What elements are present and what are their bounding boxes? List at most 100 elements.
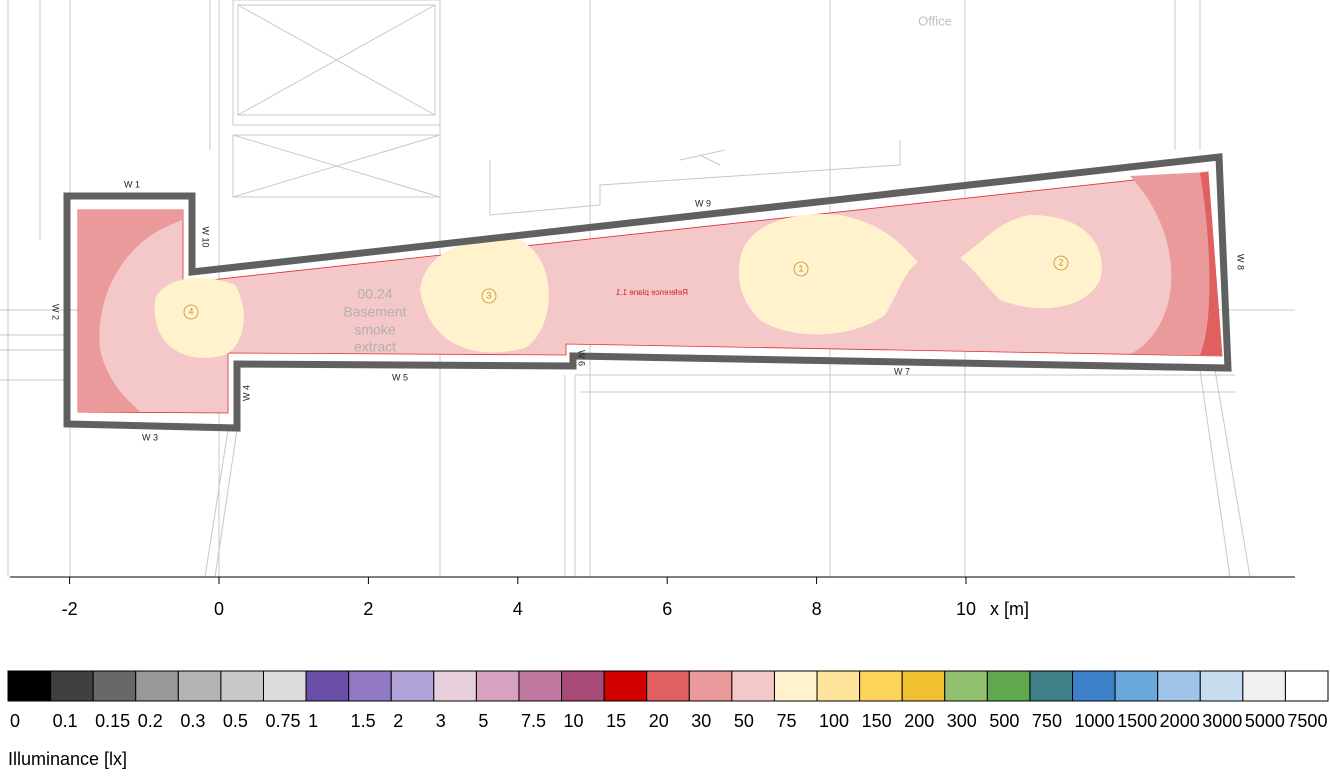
luminaire-symbols: [183, 255, 1069, 320]
legend-label: 7.5: [521, 711, 546, 731]
wall-outline: [63, 153, 1232, 432]
legend-label: 0.2: [138, 711, 163, 731]
wall-label: W 9: [695, 198, 711, 208]
legend-swatch: [1242, 670, 1286, 702]
legend-swatch: [433, 670, 477, 702]
legend-label: 3000: [1202, 711, 1242, 731]
wall-label: W 10: [201, 226, 211, 247]
legend-label: 0.1: [53, 711, 78, 731]
legend-swatch: [561, 670, 605, 702]
legend-swatch: [901, 670, 946, 702]
legend-swatch: [348, 670, 392, 702]
legend-swatch: [390, 670, 435, 702]
legend-swatch: [1114, 670, 1159, 702]
legend-label: 500: [989, 711, 1019, 731]
legend-label: 7500: [1287, 711, 1327, 731]
x-tick-label: 4: [513, 599, 523, 619]
legend-swatch: [1284, 670, 1329, 702]
x-axis-label: x [m]: [990, 599, 1029, 619]
wall-label: W 1: [124, 179, 140, 189]
legend-label: 3: [436, 711, 446, 731]
reference-plane: [77, 171, 1223, 414]
legend-label: 150: [862, 711, 892, 731]
legend-label: 2000: [1160, 711, 1200, 731]
isoline-zone: [1130, 172, 1222, 356]
x-tick-label: -2: [62, 599, 78, 619]
legend-label: 1500: [1117, 711, 1157, 731]
legend-swatch: [859, 670, 903, 702]
x-tick-label: 0: [214, 599, 224, 619]
legend-label: 1000: [1075, 711, 1115, 731]
room-name: Basement: [343, 304, 406, 320]
legend-label: 5000: [1245, 711, 1285, 731]
legend-label: 2: [393, 711, 403, 731]
legend-swatch: [92, 670, 137, 702]
isoline-zone: [739, 214, 918, 335]
legend-label: 30: [691, 711, 711, 731]
wall-label: W 7: [894, 366, 910, 376]
legend-label: 0.5: [223, 711, 248, 731]
legend-label: 20: [649, 711, 669, 731]
room-number: 00.24: [357, 286, 392, 302]
legend-label: 10: [564, 711, 584, 731]
legend-swatch: [773, 670, 818, 702]
legend-swatch: [50, 670, 94, 702]
legend-swatch: [1199, 670, 1244, 702]
legend-label: 100: [819, 711, 849, 731]
legend-label: 50: [734, 711, 754, 731]
legend-swatch: [1072, 670, 1116, 702]
legend-swatch: [220, 670, 264, 702]
legend-label: 75: [776, 711, 796, 731]
legend-label: 0.3: [180, 711, 205, 731]
legend-label: 750: [1032, 711, 1062, 731]
legend-label: 1.5: [351, 711, 376, 731]
room-name: smoke: [354, 322, 395, 338]
luminaire-label: 1: [798, 263, 803, 273]
wall-label: W 4: [241, 385, 251, 401]
legend-label: 15: [606, 711, 626, 731]
legend-label: 300: [947, 711, 977, 731]
wall-label: W 8: [1236, 254, 1246, 270]
legend-label: 0.75: [265, 711, 300, 731]
legend-swatch: [7, 670, 52, 702]
isoline-zone: [78, 210, 183, 412]
wall-label: W 6: [577, 350, 587, 366]
legend-swatch: [986, 670, 1031, 702]
isoline-zone: [960, 215, 1102, 309]
legend-swatch: [944, 670, 988, 702]
legend-swatch: [177, 670, 222, 702]
luminaire-label: 3: [486, 290, 491, 300]
legend-swatch: [518, 670, 563, 702]
legend-swatch: [816, 670, 861, 702]
legend-swatch: [688, 670, 733, 702]
isoline-zone: [420, 239, 549, 353]
x-tick-label: 2: [363, 599, 373, 619]
x-tick-label: 8: [812, 599, 822, 619]
legend-swatch: [1029, 670, 1074, 702]
legend-title: Illuminance [lx]: [8, 749, 127, 769]
reference-plane-label: Reference plane 1.1: [615, 288, 688, 297]
room-name: extract: [354, 339, 396, 355]
legend-swatch: [305, 670, 350, 702]
wall-label: W 5: [392, 372, 408, 382]
legend-swatch: [603, 670, 648, 702]
legend-label: 200: [904, 711, 934, 731]
x-tick-label: 10: [956, 599, 976, 619]
legend-swatch: [1157, 670, 1201, 702]
isoline-zone: [154, 277, 244, 358]
legend-label: 1: [308, 711, 318, 731]
legend-label: 5: [478, 711, 488, 731]
legend-swatch: [135, 670, 179, 702]
legend-label: 0.15: [95, 711, 130, 731]
legend-swatch: [262, 670, 307, 702]
x-tick-label: 6: [662, 599, 672, 619]
office-label: Office: [918, 13, 952, 28]
luminaire-label: 2: [1058, 257, 1063, 267]
isoline-zone: [1200, 172, 1222, 356]
legend-label: 0: [10, 711, 20, 731]
wall-label: W 2: [51, 304, 61, 320]
luminaire-label: 4: [188, 306, 193, 316]
legend-swatch: [731, 670, 775, 702]
wall-label: W 3: [142, 432, 158, 442]
